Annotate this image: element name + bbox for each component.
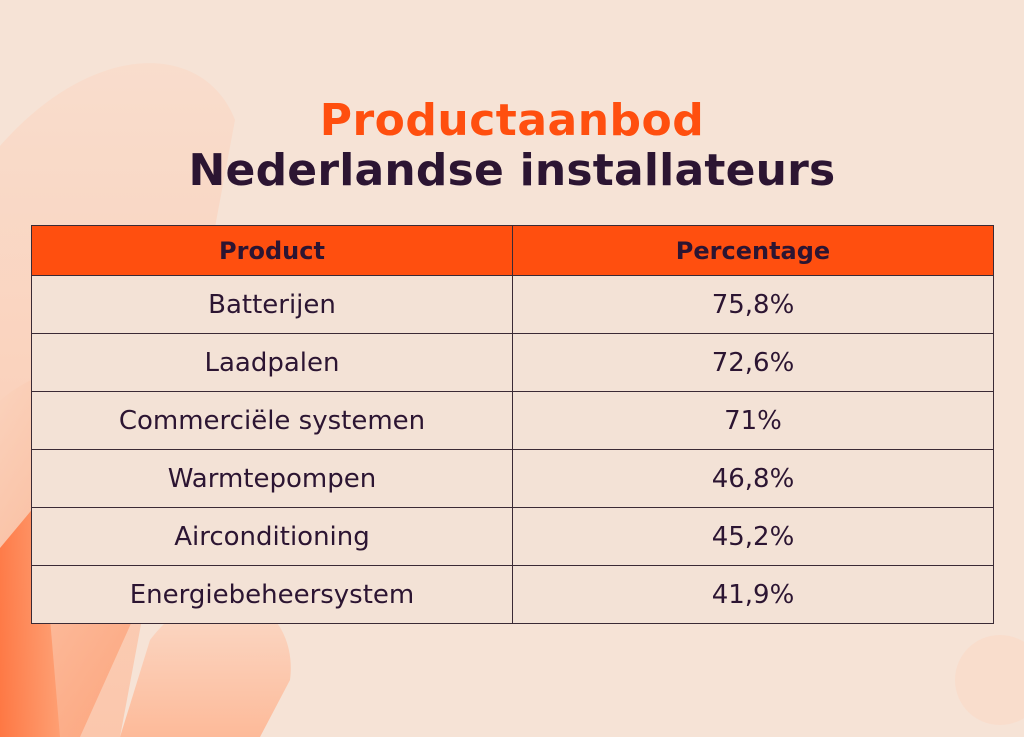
product-cell: Warmtepompen [31,449,513,508]
product-cell: Batterijen [31,275,513,334]
table-row: Warmtepompen 46,8% [31,449,994,508]
column-header-percentage: Percentage [512,225,994,276]
percentage-cell: 75,8% [512,275,994,334]
table-body: Batterijen 75,8% Laadpalen 72,6% Commerciële… [31,275,994,624]
table-row: Commerciële systemen 71% [31,391,994,450]
product-cell: Commerciële systemen [31,391,513,450]
product-table: Product Percentage Batterijen 75,8% Laadpa… [31,225,994,624]
table-row: Batterijen 75,8% [31,275,994,334]
table-header-row: Product Percentage [31,225,994,276]
product-cell: Laadpalen [31,333,513,392]
column-header-product: Product [31,225,513,276]
chart-title: Productaanbod Nederlandse installateurs [0,96,1024,196]
title-line-1: Productaanbod [319,95,705,146]
product-cell: Airconditioning [31,507,513,566]
product-cell: Energiebeheersystem [31,565,513,624]
percentage-cell: 46,8% [512,449,994,508]
table-row: Laadpalen 72,6% [31,333,994,392]
percentage-cell: 45,2% [512,507,994,566]
table-row: Airconditioning 45,2% [31,507,994,566]
title-line-2: Nederlandse installateurs [188,145,836,196]
percentage-cell: 71% [512,391,994,450]
table-row: Energiebeheersystem 41,9% [31,565,994,624]
percentage-cell: 72,6% [512,333,994,392]
percentage-cell: 41,9% [512,565,994,624]
